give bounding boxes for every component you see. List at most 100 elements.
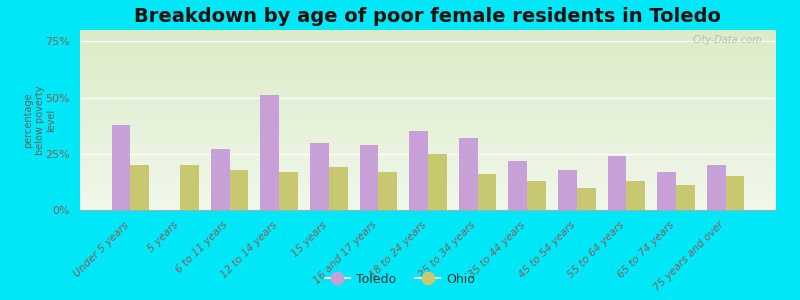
Bar [80,48,776,49]
Bar [80,119,776,120]
Bar [80,36,776,37]
Bar [80,138,776,139]
Bar [80,127,776,128]
Bar [80,120,776,121]
Bar [80,56,776,57]
Bar [80,161,776,162]
Bar [80,93,776,94]
Bar [329,167,348,210]
Bar [80,208,776,209]
Bar [80,134,776,135]
Bar [80,170,776,171]
Bar [80,121,776,122]
Bar [80,84,776,85]
Bar [80,152,776,153]
Bar [80,125,776,126]
Bar [80,66,776,67]
Bar [80,136,776,137]
Bar [80,129,776,130]
Bar [80,82,776,83]
Bar [80,50,776,51]
Bar [80,194,776,195]
Bar [80,198,776,199]
Bar [80,196,776,197]
Bar [80,31,776,32]
Bar [80,102,776,103]
Bar [80,179,776,180]
Bar [80,156,776,157]
Bar [80,53,776,54]
Bar [80,184,776,185]
Bar [80,106,776,107]
Bar [80,160,776,161]
Bar [80,203,776,204]
Bar [80,100,776,101]
Bar [80,81,776,82]
Bar [310,142,329,210]
Bar [80,72,776,73]
Bar [80,87,776,88]
Bar [80,140,776,141]
Bar [80,122,776,123]
Bar [80,164,776,165]
Bar [80,42,776,43]
Bar [80,108,776,109]
Bar [80,173,776,174]
Bar [80,85,776,86]
Bar [80,163,776,164]
Bar [80,69,776,70]
Bar [80,35,776,36]
Bar [80,52,776,53]
Bar [80,107,776,108]
Text: City-Data.com: City-Data.com [693,35,762,45]
Bar [80,178,776,179]
Bar [80,155,776,156]
Bar [80,62,776,63]
Bar [80,103,776,104]
Bar [80,153,776,154]
Bar [80,158,776,159]
Bar [378,172,398,210]
Bar [80,89,776,90]
Bar [80,38,776,39]
Bar [80,180,776,181]
Bar [80,58,776,59]
Bar [80,174,776,175]
Bar [80,64,776,65]
Bar [80,117,776,118]
Bar [80,68,776,69]
Bar [80,37,776,38]
Bar [80,46,776,47]
Bar [80,135,776,136]
Bar [80,162,776,163]
Bar [230,169,249,210]
Bar [80,94,776,95]
Bar [80,59,776,60]
Bar [80,92,776,93]
Bar [80,41,776,42]
Title: Breakdown by age of poor female residents in Toledo: Breakdown by age of poor female resident… [134,7,722,26]
Bar [359,145,378,210]
Bar [80,90,776,91]
Bar [112,124,130,210]
Bar [80,186,776,187]
Bar [80,187,776,188]
Bar [80,115,776,116]
Bar [180,165,199,210]
Bar [80,197,776,198]
Bar [80,67,776,68]
Bar [80,124,776,125]
Bar [80,209,776,210]
Bar [80,113,776,114]
Bar [80,109,776,110]
Bar [80,34,776,35]
Bar [80,54,776,55]
Bar [80,83,776,84]
Bar [80,169,776,170]
Bar [80,146,776,147]
Bar [80,169,776,170]
Bar [80,190,776,191]
Bar [80,207,776,208]
Bar [80,143,776,144]
Bar [80,40,776,41]
